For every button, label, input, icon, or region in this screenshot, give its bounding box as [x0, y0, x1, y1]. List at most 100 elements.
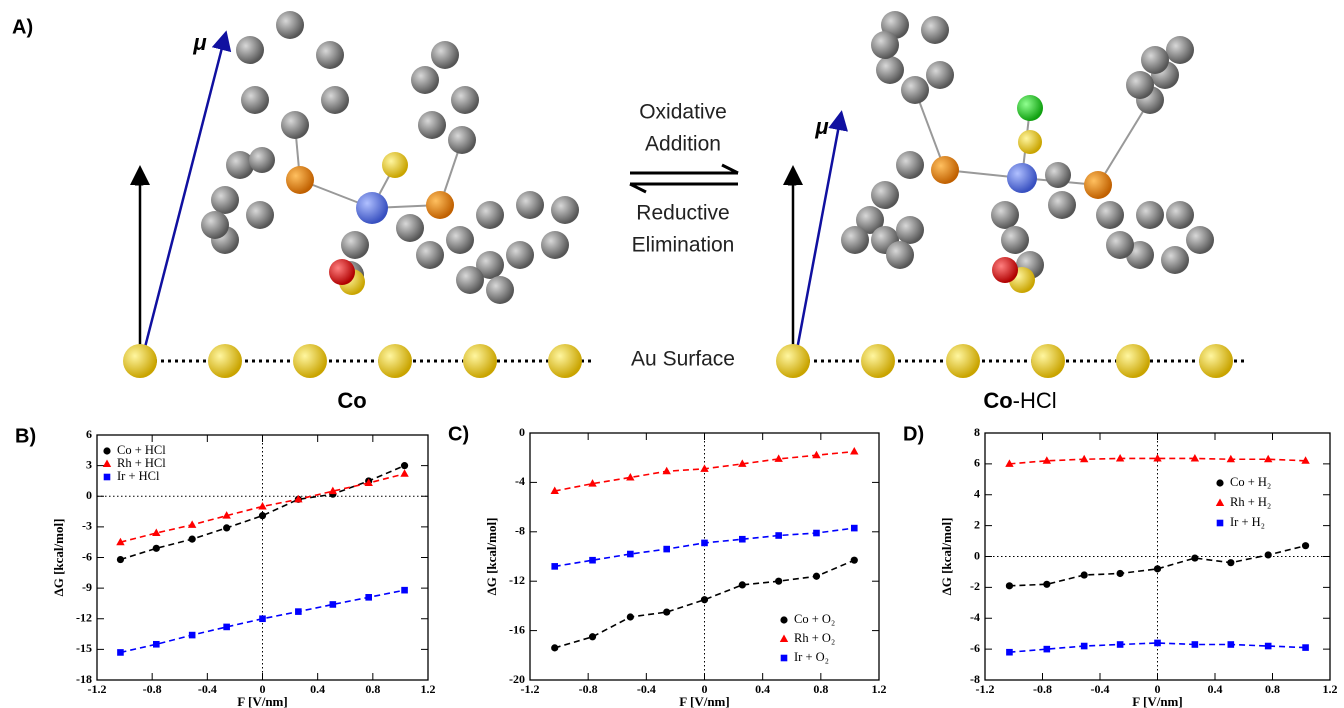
surface-label: Au Surface — [631, 348, 735, 371]
atom — [226, 151, 254, 179]
y-tick-label: -18 — [76, 672, 92, 686]
y-tick-label: -8 — [515, 524, 525, 538]
reaction-label: Oxidative — [639, 101, 727, 124]
x-axis-label: F [V/nm] — [679, 694, 729, 708]
data-point — [589, 633, 596, 640]
atom — [992, 257, 1018, 283]
data-point — [775, 578, 782, 585]
x-tick-label: 0.4 — [1208, 682, 1223, 696]
atom — [506, 241, 534, 269]
data-point — [739, 581, 746, 588]
legend-label: Rh + O₂ — [794, 631, 835, 645]
atom — [551, 196, 579, 224]
atom — [201, 211, 229, 239]
y-tick-label: 0 — [519, 425, 525, 439]
legend-marker — [1216, 499, 1224, 507]
atom — [411, 66, 439, 94]
atom — [1031, 344, 1065, 378]
atom — [1106, 231, 1134, 259]
data-point — [153, 545, 160, 552]
legend-marker — [104, 474, 111, 481]
data-point — [401, 462, 408, 469]
legend-label: Co + HCl — [117, 443, 166, 457]
chart: C)-1.2-0.8-0.400.40.81.2-20-16-12-8-40F … — [448, 423, 887, 708]
y-tick-label: -6 — [82, 549, 92, 563]
mu-label: μ — [192, 30, 206, 55]
atom — [896, 151, 924, 179]
structure-name: Co-HCl — [983, 388, 1056, 413]
data-point — [627, 613, 634, 620]
reaction-label: Reductive — [636, 202, 729, 225]
y-tick-label: -12 — [509, 573, 525, 587]
atom — [991, 201, 1019, 229]
data-point — [1228, 641, 1235, 648]
atom — [463, 344, 497, 378]
data-point — [259, 615, 266, 622]
data-point — [1081, 571, 1088, 578]
atom — [293, 344, 327, 378]
data-point — [589, 557, 596, 564]
x-tick-label: 1.2 — [872, 682, 887, 696]
atom — [1166, 201, 1194, 229]
y-tick-label: -3 — [82, 519, 92, 533]
data-point — [223, 524, 230, 531]
data-point — [813, 530, 820, 537]
y-tick-label: 2 — [974, 517, 980, 531]
panel-label: C) — [448, 423, 469, 445]
data-point — [1154, 565, 1161, 572]
x-tick-label: -0.4 — [637, 682, 656, 696]
atom — [1199, 344, 1233, 378]
chart: D)-1.2-0.8-0.400.40.81.2-8-6-4-202468F [… — [903, 423, 1338, 708]
molecules — [123, 11, 1233, 378]
y-tick-label: -9 — [82, 580, 92, 594]
data-point — [258, 502, 266, 510]
atom — [946, 344, 980, 378]
y-tick-label: -15 — [76, 641, 92, 655]
x-tick-label: 0.8 — [813, 682, 828, 696]
atom — [246, 201, 274, 229]
atom — [446, 226, 474, 254]
x-tick-label: 1.2 — [1323, 682, 1338, 696]
y-tick-label: 0 — [974, 548, 980, 562]
atom — [871, 31, 899, 59]
data-point — [1265, 643, 1272, 650]
legend-marker — [103, 460, 111, 468]
z-label: z — [134, 168, 145, 190]
legend-marker — [780, 616, 787, 623]
legend-label: Rh + H₂ — [1230, 495, 1271, 509]
figure: A) z μ z μ Oxidative Addition Reductive … — [0, 0, 1344, 708]
atom — [241, 86, 269, 114]
y-tick-label: -6 — [970, 641, 980, 655]
data-point — [662, 467, 670, 475]
dipole-arrow — [796, 120, 840, 355]
legend-label: Ir + HCl — [117, 469, 160, 483]
atom — [249, 147, 275, 173]
atom — [1001, 226, 1029, 254]
data-point — [295, 608, 302, 615]
atom — [841, 226, 869, 254]
atom — [123, 344, 157, 378]
x-axis-label: F [V/nm] — [1132, 694, 1182, 708]
legend-marker — [1217, 520, 1224, 527]
y-tick-label: -4 — [515, 474, 525, 488]
atom — [321, 86, 349, 114]
atom — [341, 231, 369, 259]
atom — [329, 259, 355, 285]
data-point — [627, 551, 634, 558]
atom — [486, 276, 514, 304]
legend-marker — [781, 655, 788, 662]
x-tick-label: -0.4 — [198, 682, 217, 696]
atom — [541, 231, 569, 259]
y-tick-label: -4 — [970, 610, 980, 624]
data-point — [850, 447, 858, 455]
atom — [451, 86, 479, 114]
legend-label: Co + H₂ — [1230, 475, 1271, 489]
panel-label: B) — [15, 425, 36, 447]
data-point — [701, 540, 708, 547]
y-tick-label: -12 — [76, 611, 92, 625]
data-point — [775, 532, 782, 539]
data-point — [813, 573, 820, 580]
atom — [448, 126, 476, 154]
x-tick-label: -0.8 — [1033, 682, 1052, 696]
y-tick-label: 4 — [974, 487, 980, 501]
